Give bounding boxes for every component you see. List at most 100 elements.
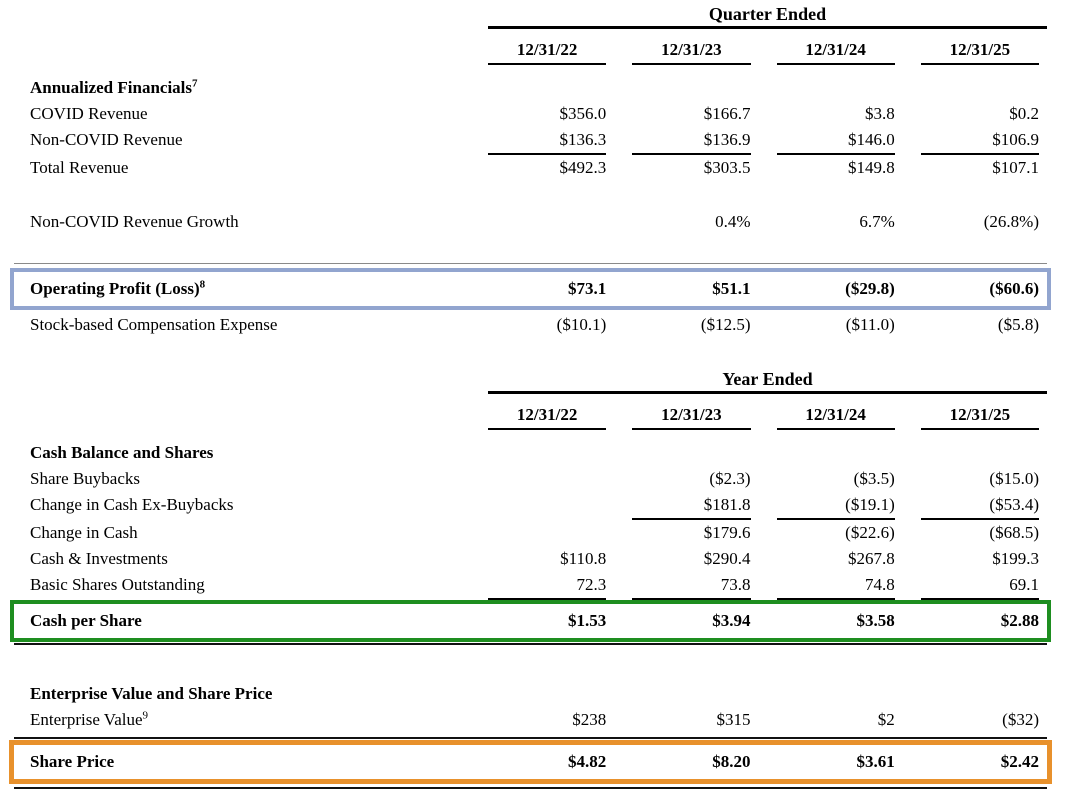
section-heading-enterprise-value-and-share-price: Enterprise Value and Share Price xyxy=(14,681,1047,707)
cell-value: $2.42 xyxy=(1000,752,1039,771)
date-column-header: 12/31/22 xyxy=(470,37,614,65)
cell-value: ($60.6) xyxy=(989,279,1039,298)
cell-value xyxy=(903,681,1047,707)
cell-value: $315 xyxy=(716,710,751,729)
spacer xyxy=(14,430,1047,440)
date-column-header: 12/31/24 xyxy=(759,402,903,430)
row-label: Basic Shares Outstanding xyxy=(30,575,205,594)
table-row-enterprise-value: Enterprise Value9 $238 $315 $2 ($32) xyxy=(14,707,1047,733)
cell-value xyxy=(614,681,758,707)
cell-value: $2.88 xyxy=(1000,611,1039,630)
cell-value: 73.8 xyxy=(614,572,758,600)
cell-value: $492.3 xyxy=(559,158,607,177)
date-column-header: 12/31/22 xyxy=(470,402,614,430)
row-label: Annualized Financials7 xyxy=(30,77,198,97)
row-label: Cash per Share xyxy=(30,611,142,630)
row-label: COVID Revenue xyxy=(30,104,148,123)
row-label: Total Revenue xyxy=(30,158,129,177)
cell-value: ($3.5) xyxy=(853,469,895,488)
cell-value: ($10.1) xyxy=(556,315,607,334)
table-row-change-in-cash-ex-buybacks: Change in Cash Ex-Buybacks $181.8 ($19.1… xyxy=(14,492,1047,520)
date-header-spacer xyxy=(30,402,470,430)
cell-value: $4.82 xyxy=(568,752,607,771)
table-row-cash-and-investments: Cash & Investments $110.8 $290.4 $267.8 … xyxy=(14,546,1047,572)
footnote-ref: 8 xyxy=(199,278,206,291)
cell-value xyxy=(759,75,903,101)
cell-value: $238 xyxy=(572,710,607,729)
cell-value xyxy=(470,75,614,101)
cell-value: $3.61 xyxy=(856,752,895,771)
date-column-header: 12/31/24 xyxy=(759,37,903,65)
cell-value xyxy=(470,466,614,492)
cell-value xyxy=(470,492,614,520)
rule-line xyxy=(14,643,1047,645)
cell-value xyxy=(470,681,614,707)
row-label: Share Price xyxy=(30,752,115,771)
rule-line xyxy=(14,263,1047,264)
section-heading-cash-balance-and-shares: Cash Balance and Shares xyxy=(14,440,1047,466)
cell-value: $136.3 xyxy=(470,127,614,155)
share-price-highlight-row: Share Price $4.82 $8.20 $3.61 $2.42 xyxy=(9,740,1052,784)
row-label: Enterprise Value and Share Price xyxy=(30,684,273,703)
cell-value: $181.8 xyxy=(614,492,758,520)
spacer xyxy=(14,235,1047,249)
cell-value: $146.0 xyxy=(759,127,903,155)
spacer xyxy=(14,65,1047,75)
table-row-covid-revenue: COVID Revenue $356.0 $166.7 $3.8 $0.2 xyxy=(14,101,1047,127)
footnote-ref: 7 xyxy=(192,77,198,90)
cell-value: 69.1 xyxy=(903,572,1047,600)
date-column-header: 12/31/25 xyxy=(903,402,1047,430)
row-label: Stock-based Compensation Expense xyxy=(30,315,278,334)
operating-profit-highlight-row: Operating Profit (Loss)8 $73.1 $51.1 ($2… xyxy=(10,268,1051,310)
period-header-quarter-ended: Quarter Ended xyxy=(488,3,1047,29)
cell-value xyxy=(470,520,614,546)
cell-value: ($12.5) xyxy=(700,315,751,334)
cell-value: $199.3 xyxy=(992,549,1039,568)
financial-summary-table: Quarter Ended 12/31/22 12/31/23 12/31/24… xyxy=(9,0,1052,789)
cell-value: $106.9 xyxy=(903,127,1047,155)
cell-value: $267.8 xyxy=(848,549,895,568)
table-row-change-in-cash: Change in Cash $179.6 ($22.6) ($68.5) xyxy=(14,520,1047,546)
cell-value: 74.8 xyxy=(759,572,903,600)
cell-value xyxy=(759,681,903,707)
cell-value: $110.8 xyxy=(560,549,607,568)
spacer xyxy=(14,338,1047,368)
cell-value: $73.1 xyxy=(568,279,607,298)
cell-value: $166.7 xyxy=(703,104,751,123)
cell-value: $290.4 xyxy=(703,549,751,568)
cell-value: $149.8 xyxy=(848,158,895,177)
date-header-row: 12/31/22 12/31/23 12/31/24 12/31/25 xyxy=(14,402,1047,430)
row-label: Change in Cash Ex-Buybacks xyxy=(30,495,234,514)
cell-value: 0.4% xyxy=(715,212,751,231)
cell-value xyxy=(614,75,758,101)
cell-value xyxy=(614,440,758,466)
cell-value: ($32) xyxy=(1002,710,1039,729)
cell-value xyxy=(903,440,1047,466)
cell-value: ($15.0) xyxy=(989,469,1039,488)
period-header-year-ended: Year Ended xyxy=(488,368,1047,394)
cell-value: $2 xyxy=(877,710,895,729)
cell-value: $0.2 xyxy=(1009,104,1039,123)
cell-value: $3.58 xyxy=(856,611,895,630)
cell-value xyxy=(759,440,903,466)
table-row-stock-based-compensation: Stock-based Compensation Expense ($10.1)… xyxy=(14,312,1047,338)
table-row-total-revenue: Total Revenue $492.3 $303.5 $149.8 $107.… xyxy=(14,155,1047,181)
date-header-spacer xyxy=(30,37,470,65)
row-label: Cash & Investments xyxy=(30,549,168,568)
cell-value: ($68.5) xyxy=(989,523,1039,542)
cell-value xyxy=(903,75,1047,101)
date-column-header: 12/31/25 xyxy=(903,37,1047,65)
cell-value: ($2.3) xyxy=(709,469,751,488)
cell-value: 6.7% xyxy=(859,212,895,231)
table-row-non-covid-revenue-growth: Non-COVID Revenue Growth 0.4% 6.7% (26.8… xyxy=(14,209,1047,235)
table-row-basic-shares-outstanding: Basic Shares Outstanding 72.3 73.8 74.8 … xyxy=(14,572,1047,600)
rule-line xyxy=(14,737,1047,739)
table-row-share-buybacks: Share Buybacks ($2.3) ($3.5) ($15.0) xyxy=(14,466,1047,492)
cell-value: $51.1 xyxy=(712,279,751,298)
cell-value: $179.6 xyxy=(703,523,751,542)
cell-value: $3.8 xyxy=(865,104,895,123)
row-label: Enterprise Value9 xyxy=(30,709,149,729)
row-label: Non-COVID Revenue Growth xyxy=(30,212,239,231)
cash-per-share-highlight-row: Cash per Share $1.53 $3.94 $3.58 $2.88 xyxy=(10,600,1051,642)
cell-value: $3.94 xyxy=(712,611,751,630)
